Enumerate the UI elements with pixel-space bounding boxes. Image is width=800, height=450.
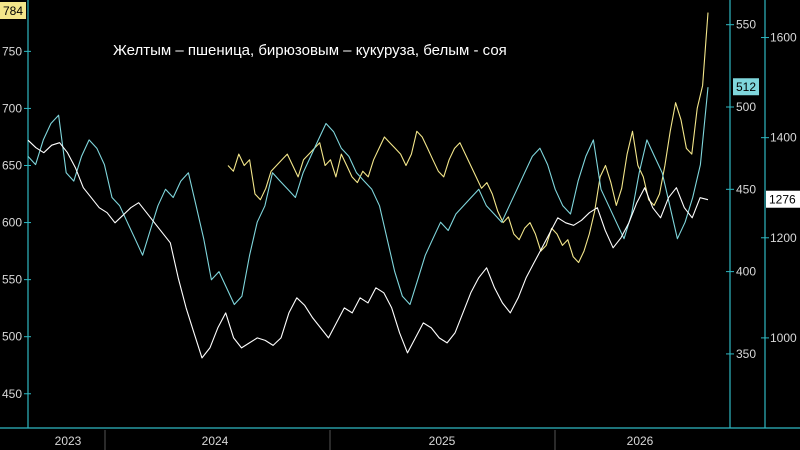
soy-tick-label: 1400 bbox=[770, 131, 797, 145]
tick-labels: 450 500 550 600 650 700 750 350 400 450 500 550 1000… bbox=[2, 18, 797, 448]
x-tick-label: 2023 bbox=[55, 434, 82, 448]
series-layer bbox=[27, 12, 709, 359]
last-value-badges: 784 512 1276 bbox=[0, 2, 800, 208]
wheat-tick-label: 750 bbox=[2, 44, 22, 58]
corn-tick-label: 400 bbox=[736, 265, 756, 279]
wheat-last-value-text: 784 bbox=[3, 4, 23, 18]
corn-series-line bbox=[27, 87, 709, 306]
wheat-tick-label: 450 bbox=[2, 387, 22, 401]
wheat-tick-label: 500 bbox=[2, 330, 22, 344]
corn-last-value-text: 512 bbox=[736, 80, 756, 94]
chart-annotation: Желтым – пшеница, бирюзовым – кукуруза, … bbox=[113, 42, 507, 59]
wheat-tick-label: 550 bbox=[2, 273, 22, 287]
soy-tick-label: 1600 bbox=[770, 31, 797, 45]
soy-tick-label: 1200 bbox=[770, 231, 797, 245]
x-tick-label: 2024 bbox=[202, 434, 229, 448]
grid-layer bbox=[24, 24, 769, 450]
wheat-series-line bbox=[227, 12, 709, 264]
corn-tick-label: 550 bbox=[736, 18, 756, 32]
corn-tick-label: 450 bbox=[736, 182, 756, 196]
corn-tick-label: 500 bbox=[736, 100, 756, 114]
soy-last-value-badge bbox=[766, 190, 800, 208]
wheat-last-value-badge bbox=[0, 2, 26, 19]
wheat-tick-label: 650 bbox=[2, 158, 22, 172]
wheat-tick-label: 700 bbox=[2, 101, 22, 115]
x-tick-label: 2025 bbox=[429, 434, 456, 448]
soy-tick-label: 1000 bbox=[770, 331, 797, 345]
corn-tick-label: 350 bbox=[736, 347, 756, 361]
wheat-tick-label: 600 bbox=[2, 216, 22, 230]
x-tick-label: 2026 bbox=[627, 434, 654, 448]
soy-series-line bbox=[27, 139, 709, 359]
soy-last-value-text: 1276 bbox=[769, 193, 796, 207]
corn-last-value-badge bbox=[733, 78, 759, 96]
